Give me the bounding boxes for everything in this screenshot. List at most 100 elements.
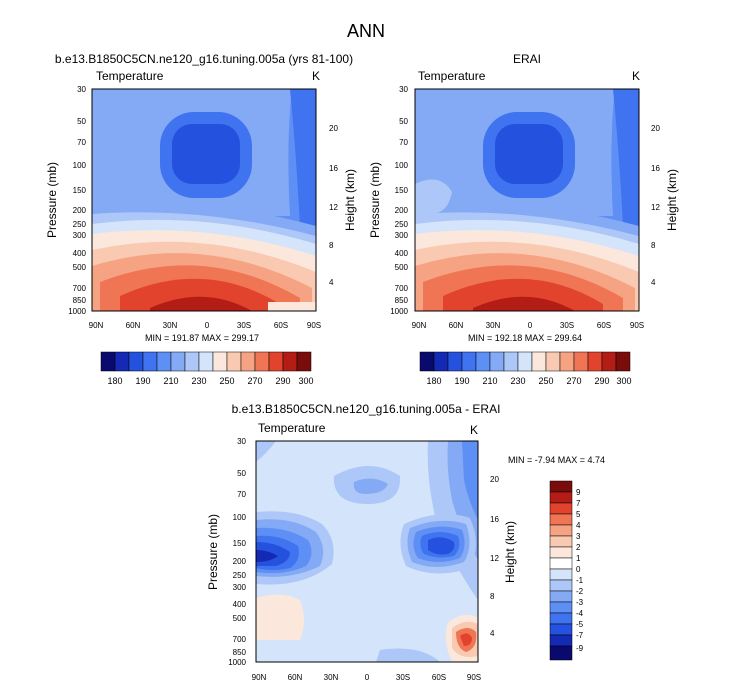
contour-field (92, 89, 316, 311)
ytick-label: 300 (395, 231, 409, 240)
colorbar: 9 7 5 4 3 2 1 0 -1 -2 -3 -4 -5 -7 -9 (549, 480, 584, 661)
ytick-label: 300 (233, 583, 247, 592)
colorbar-label: 270 (247, 376, 262, 386)
ytick-label: 250 (233, 571, 247, 580)
colorbar-swatch (615, 351, 631, 372)
colorbar-label: 230 (510, 376, 525, 386)
ytick-label: 70 (77, 138, 86, 147)
xtick-label: 60S (432, 673, 446, 682)
height-tick-label: 16 (651, 164, 660, 173)
colorbar-swatch (170, 351, 186, 372)
xtick-label: 60N (449, 321, 464, 330)
colorbar-label: 3 (576, 532, 581, 541)
ytick-label: 50 (399, 117, 408, 126)
colorbar-swatch (549, 546, 573, 559)
ytick-label: 100 (395, 161, 409, 170)
colorbar-swatch (549, 524, 573, 537)
colorbar-swatch (549, 612, 573, 625)
subtitle-left: Temperature (418, 69, 486, 83)
xtick-label: 60N (126, 321, 141, 330)
ytick-label: 50 (77, 117, 86, 126)
ytick-label: 400 (73, 249, 87, 258)
ytick-label: 150 (395, 186, 409, 195)
x-axis: 90N 60N 30N 0 30S 60S 90S (252, 673, 481, 682)
panel-title: b.e13.B1850C5CN.ne120_g16.tuning.005a (y… (55, 52, 353, 66)
height-tick-label: 8 (329, 241, 334, 250)
subtitle-right: K (632, 69, 640, 83)
height-axis-label: Height (km) (503, 521, 517, 583)
panel-title: ERAI (513, 52, 541, 66)
height-tick-label: 8 (490, 592, 495, 601)
colorbar-swatch (419, 351, 435, 372)
colorbar-swatch (549, 590, 573, 603)
colorbar-label: 4 (576, 521, 581, 530)
ytick-label: 100 (73, 161, 87, 170)
xtick-label: 90S (307, 321, 321, 330)
height-tick-label: 12 (329, 203, 338, 212)
colorbar-label: 180 (107, 376, 122, 386)
colorbar-swatch (296, 351, 312, 372)
height-tick-label: 16 (490, 515, 499, 524)
ytick-label: 250 (73, 220, 87, 229)
subtitle-left: Temperature (258, 421, 326, 435)
ytick-label: 1000 (228, 658, 246, 667)
colorbar-swatch (447, 351, 463, 372)
ytick-label: 200 (395, 206, 409, 215)
height-tick-label: 16 (329, 164, 338, 173)
colorbar-label: 1 (576, 554, 581, 563)
colorbar-label: 270 (566, 376, 581, 386)
xtick-label: 90S (467, 673, 481, 682)
ytick-label: 500 (233, 614, 247, 623)
ytick-label: 700 (233, 635, 247, 644)
colorbar-swatch (142, 351, 158, 372)
colorbar: 180 190 210 230 250 270 290 300 (419, 351, 632, 386)
subtitle-right: K (312, 69, 320, 83)
xtick-label: 30S (396, 673, 410, 682)
colorbar-swatch (549, 645, 573, 661)
colorbar-swatch (475, 351, 491, 372)
height-tick-label: 4 (651, 278, 656, 287)
x-axis: 90N 60N 30N 0 30S 60S 90S (89, 321, 321, 330)
colorbar-swatch (517, 351, 533, 372)
colorbar-label: 7 (576, 499, 581, 508)
colorbar-label: -1 (576, 576, 584, 585)
ytick-label: 100 (233, 513, 247, 522)
ytick-label: 700 (395, 284, 409, 293)
colorbar-label: -3 (576, 598, 584, 607)
height-tick-label: 8 (651, 241, 656, 250)
colorbar-label: 2 (576, 543, 581, 552)
colorbar-swatch (128, 351, 144, 372)
ytick-label: 300 (73, 231, 87, 240)
colorbar-label: -4 (576, 609, 584, 618)
ytick-label: 850 (395, 296, 409, 305)
xtick-label: 0 (205, 321, 210, 330)
ytick-label: 1000 (390, 307, 408, 316)
ytick-label: 50 (237, 469, 246, 478)
ytick-label: 500 (73, 263, 87, 272)
colorbar-label: 290 (275, 376, 290, 386)
colorbar-label: 180 (426, 376, 441, 386)
xtick-label: 30S (237, 321, 251, 330)
colorbar-label: 210 (482, 376, 497, 386)
ytick-label: 70 (399, 138, 408, 147)
colorbar-swatch (549, 480, 573, 493)
ytick-label: 30 (77, 85, 86, 94)
colorbar-label: 300 (616, 376, 631, 386)
height-tick-label: 4 (490, 629, 495, 638)
x-axis: 90N 60N 30N 0 30S 60S 90S (412, 321, 644, 330)
colorbar-swatch (240, 351, 256, 372)
colorbar-swatch (573, 351, 589, 372)
ytick-label: 1000 (68, 307, 86, 316)
colorbar-swatch (254, 351, 270, 372)
ytick-label: 70 (237, 490, 246, 499)
colorbar-swatch (545, 351, 561, 372)
colorbar-swatch (226, 351, 242, 372)
xtick-label: 90N (89, 321, 104, 330)
pressure-axis-label: Pressure (mb) (206, 514, 220, 590)
colorbar-label: 230 (191, 376, 206, 386)
colorbar-swatch (184, 351, 200, 372)
colorbar-label: -2 (576, 587, 584, 596)
colorbar-swatch (503, 351, 519, 372)
contour-field (256, 441, 478, 662)
min-max-stats: MIN = 192.18 MAX = 299.64 (468, 333, 582, 343)
